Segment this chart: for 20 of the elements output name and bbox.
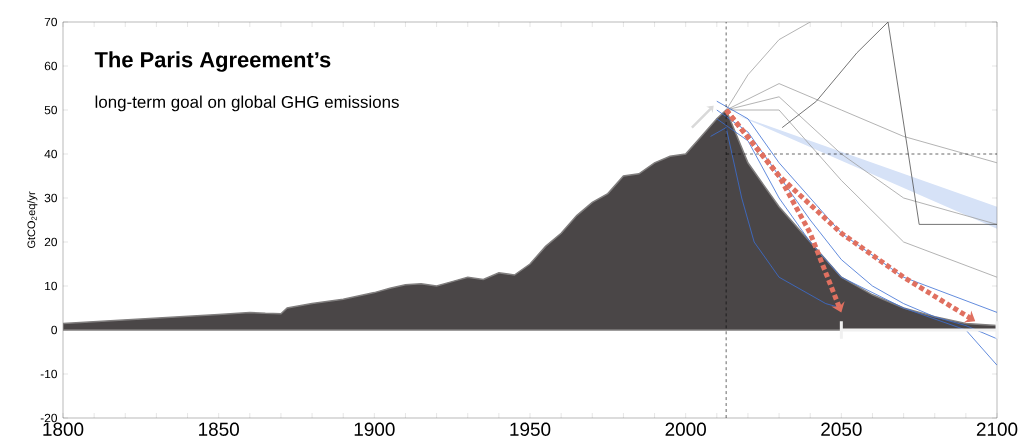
x-tick-label: 1850 bbox=[199, 422, 239, 436]
y-axis-title: GtCO$_{2}$eq/yr bbox=[27, 191, 38, 249]
x-tick-label: 2050 bbox=[821, 422, 862, 436]
text: The Paris Agreement’s bbox=[94, 51, 331, 72]
y-tick-label: 0 bbox=[51, 325, 58, 335]
x-tick-label: 2100 bbox=[976, 422, 1018, 436]
x-tick-label: 2000 bbox=[665, 422, 706, 436]
text: long-term goal on global GHG emissions bbox=[95, 95, 399, 112]
y-tick-label: 70 bbox=[44, 17, 58, 27]
y-tick-label: -20 bbox=[40, 413, 58, 423]
y-tick-label: -10 bbox=[40, 369, 58, 379]
y-tick-label: 40 bbox=[44, 149, 58, 159]
y-tick-label: 30 bbox=[44, 193, 58, 203]
x-tick-label: 1800 bbox=[43, 422, 84, 436]
y-tick-label: 50 bbox=[44, 105, 58, 115]
y-tick-label: 10 bbox=[45, 281, 58, 291]
x-tick-label: 1900 bbox=[354, 422, 395, 436]
y-tick-label: 60 bbox=[44, 61, 58, 71]
y-tick-label: 20 bbox=[44, 237, 58, 247]
x-tick-label: 1950 bbox=[510, 422, 551, 436]
